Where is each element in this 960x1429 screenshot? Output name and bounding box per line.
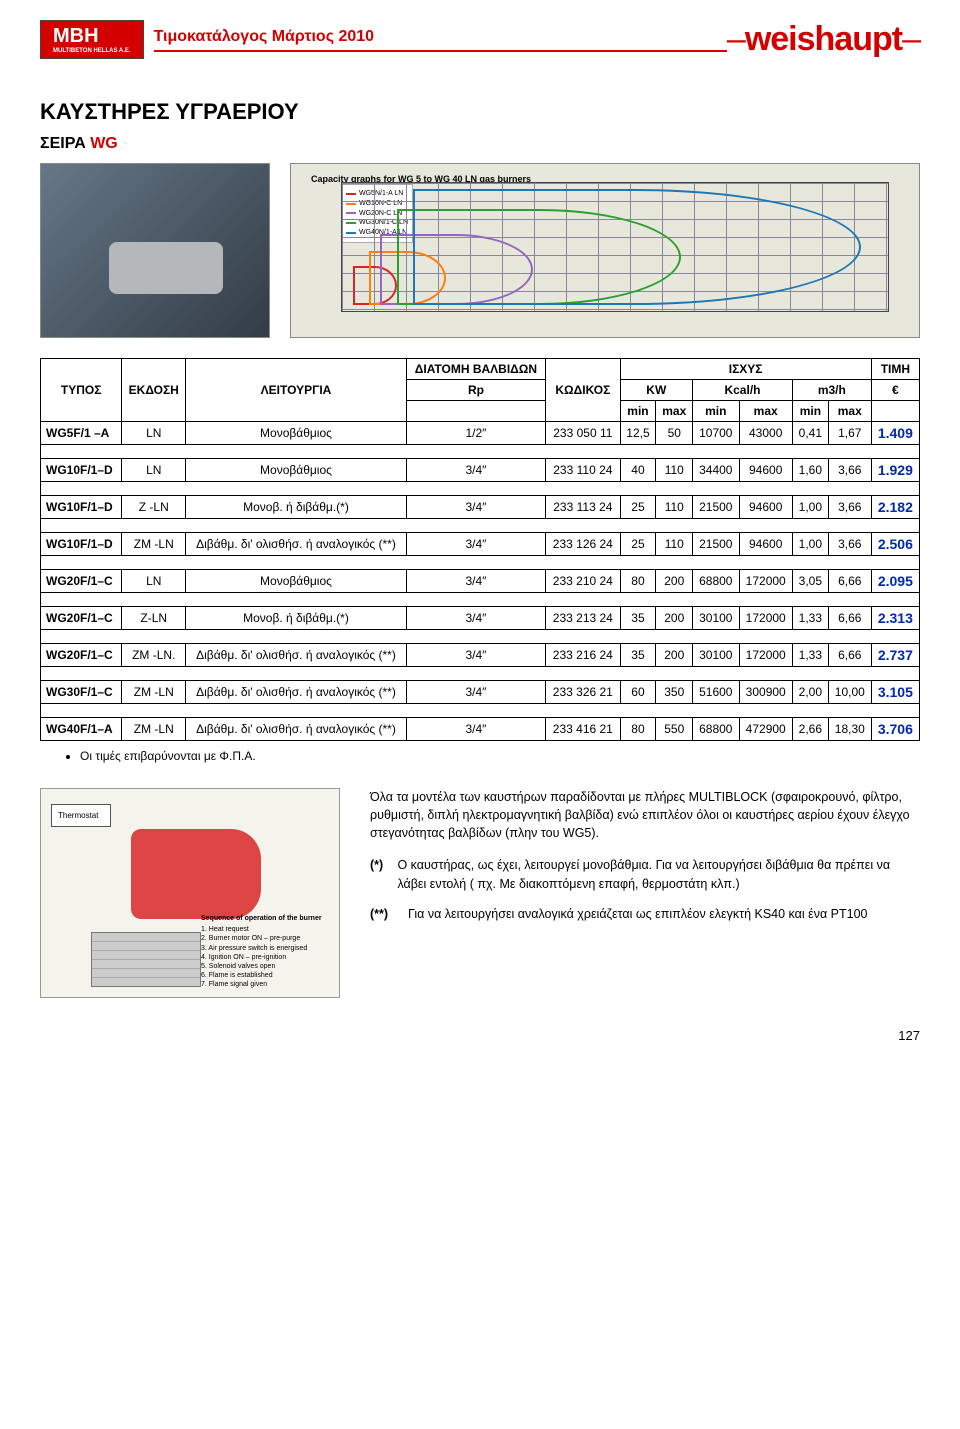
sequence-list: Sequence of operation of the burner 1. H… [201, 914, 331, 989]
th-rp: Rp [406, 380, 545, 401]
th-release: ΕΚΔΟΣΗ [122, 359, 186, 422]
series-model: WG [90, 135, 118, 152]
table-row: WG5F/1 –ALNΜονοβάθμιος1/2″233 050 1112,5… [41, 422, 920, 445]
burner-table: ΤΥΠΟΣ ΕΚΔΟΣΗ ΛΕΙΤΟΥΡΓΙΑ ΔΙΑΤΟΜΗ ΒΑΛΒΙΔΩΝ… [40, 358, 920, 741]
diagram-stack [91, 932, 201, 987]
thermostat-box: Thermostat [51, 804, 111, 827]
table-row: WG10F/1–DLNΜονοβάθμιος3/4″233 110 244011… [41, 459, 920, 482]
brand-suffix: – [902, 20, 920, 58]
table-row: WG20F/1–CLNΜονοβάθμιος3/4″233 210 248020… [41, 570, 920, 593]
th-kw: KW [620, 380, 693, 401]
table-row: WG20F/1–CZ-LNΜονοβ. ή διβάθμ.(*)3/4″233 … [41, 607, 920, 630]
mbh-logo-text: MBH [53, 25, 99, 47]
page: MBH MULTIBETON HELLAS A.E. Τιμοκατάλογος… [0, 0, 960, 1083]
th-max: max [656, 401, 693, 422]
th-min: min [620, 401, 656, 422]
notes: Όλα τα μοντέλα των καυστήρων παραδίδοντα… [370, 788, 920, 998]
mbh-logo-block: MBH MULTIBETON HELLAS A.E. [40, 20, 144, 59]
th-m3h: m3/h [792, 380, 871, 401]
series-title: ΣΕΙΡΑ WG [40, 135, 920, 153]
brand-text: weishaupt [745, 20, 902, 58]
th-type: ΤΥΠΟΣ [41, 359, 122, 422]
th-max2: max [739, 401, 792, 422]
diagram-burner [131, 829, 261, 919]
main-title: ΚΑΥΣΤΗΡΕΣ ΥΓΡΑΕΡΙΟΥ [40, 99, 920, 125]
header: MBH MULTIBETON HELLAS A.E. Τιμοκατάλογος… [40, 0, 920, 69]
bottom-section: Thermostat Sequence of operation of the … [40, 788, 920, 998]
table-body: WG5F/1 –ALNΜονοβάθμιος1/2″233 050 1112,5… [41, 422, 920, 741]
th-price: ΤΙΜΗ [871, 359, 919, 380]
mbh-logo-sub: MULTIBETON HELLAS A.E. [53, 48, 131, 54]
vat-bullet: Οι τιμές επιβαρύνονται με Φ.Π.Α. [80, 749, 920, 763]
th-valve: ΔΙΑΤΟΜΗ ΒΑΛΒΙΔΩΝ [406, 359, 545, 380]
note-star: (*) Ο καυστήρας, ως έχει, λειτουργεί μον… [370, 856, 920, 892]
notes-para: Όλα τα μοντέλα των καυστήρων παραδίδοντα… [370, 788, 920, 842]
sequence-diagram: Thermostat Sequence of operation of the … [40, 788, 340, 998]
table-row: WG40F/1–AZM -LNΔιβάθμ. δι' ολισθήσ. ή αν… [41, 718, 920, 741]
star-text: Ο καυστήρας, ως έχει, λειτουργεί μονοβάθ… [397, 856, 920, 892]
seq-title: Sequence of operation of the burner [201, 914, 331, 923]
th-max3: max [828, 401, 871, 422]
dstar-text: Για να λειτουργήσει αναλογικά χρειάζεται… [408, 905, 867, 923]
chart-grid [341, 182, 889, 312]
series-prefix: ΣΕΙΡΑ [40, 135, 90, 152]
th-eur: € [871, 380, 919, 401]
mbh-logo: MBH MULTIBETON HELLAS A.E. [40, 20, 144, 59]
brand-prefix: – [727, 20, 745, 58]
th-operation: ΛΕΙΤΟΥΡΓΙΑ [186, 359, 406, 422]
table-row: WG20F/1–CZM -LN.Διβάθμ. δι' ολισθήσ. ή α… [41, 644, 920, 667]
table-head: ΤΥΠΟΣ ΕΚΔΟΣΗ ΛΕΙΤΟΥΡΓΙΑ ΔΙΑΤΟΜΗ ΒΑΛΒΙΔΩΝ… [41, 359, 920, 422]
th-power: ΙΣΧΥΣ [620, 359, 871, 380]
table-row: WG10F/1–DZ -LNΜονοβ. ή διβάθμ.(*)3/4″233… [41, 496, 920, 519]
capacity-chart: Capacity graphs for WG 5 to WG 40 LN gas… [290, 163, 920, 338]
star-marker: (*) [370, 856, 387, 892]
note-dstar: (**) Για να λειτουργήσει αναλογικά χρειά… [370, 905, 920, 923]
vat-note: Οι τιμές επιβαρύνονται με Φ.Π.Α. [40, 749, 920, 763]
image-row: Capacity graphs for WG 5 to WG 40 LN gas… [40, 163, 920, 338]
brand-logo: –weishaupt– [727, 20, 920, 59]
th-min2: min [693, 401, 739, 422]
table-row: WG30F/1–CZM -LNΔιβάθμ. δι' ολισθήσ. ή αν… [41, 681, 920, 704]
th-code: ΚΩΔΙΚΟΣ [546, 359, 620, 422]
table-row: WG10F/1–DZM -LNΔιβάθμ. δι' ολισθήσ. ή αν… [41, 533, 920, 556]
th-kcal: Kcal/h [693, 380, 793, 401]
th-min3: min [792, 401, 828, 422]
catalog-title: Τιμοκατάλογος Μάρτιος 2010 [154, 28, 727, 52]
dstar-marker: (**) [370, 905, 398, 923]
page-number: 127 [40, 1028, 920, 1043]
burner-photo [40, 163, 270, 338]
